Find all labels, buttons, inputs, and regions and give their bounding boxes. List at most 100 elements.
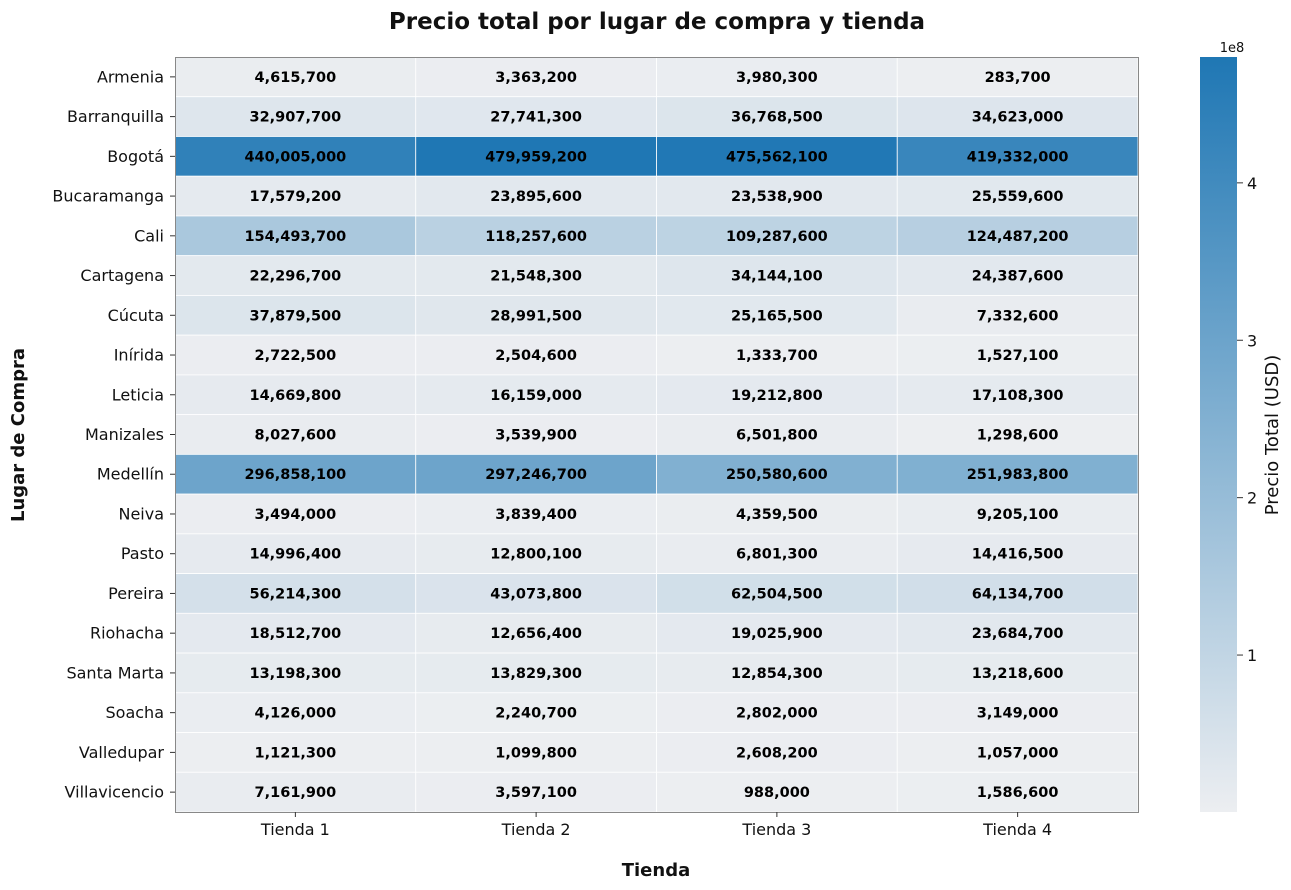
colorbar-ticks: 1 2 3 4	[1237, 174, 1257, 665]
heatmap-cell	[415, 136, 657, 177]
y-tick-label: Pereira	[108, 584, 164, 603]
cell-value-label: 109,287,600	[726, 229, 828, 245]
heatmap-cell	[415, 692, 657, 733]
cell-value-label: 3,363,200	[495, 70, 577, 86]
heatmap-cell	[896, 732, 1139, 773]
y-tick-label: Santa Marta	[66, 663, 164, 682]
cell-value-label: 4,126,000	[255, 706, 337, 722]
heatmap-cell	[415, 453, 657, 495]
heatmap-cell	[896, 414, 1139, 455]
cell-value-label: 1,333,700	[736, 348, 818, 364]
cell-value-label: 62,504,500	[731, 586, 823, 602]
cell-value-label: 23,684,700	[972, 626, 1064, 642]
cell-value-label: 34,144,100	[731, 269, 823, 285]
cell-value-label: 475,562,100	[726, 149, 828, 165]
cell-value-label: 17,108,300	[972, 388, 1064, 404]
cell-value-label: 14,669,800	[250, 388, 342, 404]
cell-value-label: 13,218,600	[972, 666, 1064, 682]
y-tick-label: Soacha	[106, 703, 165, 722]
cell-value-label: 56,214,300	[250, 586, 342, 602]
heatmap-cell	[896, 136, 1139, 177]
cell-value-label: 12,854,300	[731, 666, 823, 682]
y-tick-label: Bucaramanga	[52, 187, 164, 206]
heatmap-cell	[656, 692, 898, 733]
cell-value-label: 18,512,700	[250, 626, 342, 642]
heatmap-cell	[896, 692, 1139, 733]
heatmap-cell-labels: 4,615,700 3,363,200 3,980,300 283,700 32,907…	[244, 70, 1068, 801]
cell-value-label: 37,879,500	[250, 308, 342, 324]
heatmap-cell	[174, 334, 417, 376]
heatmap-cell	[896, 493, 1139, 535]
y-tick-label: Cartagena	[80, 266, 164, 285]
cell-value-label: 3,149,000	[977, 706, 1059, 722]
cell-value-label: 7,332,600	[977, 308, 1059, 324]
y-axis-ticks: Armenia Barranquilla Bogotá Bucaramanga Cali…	[52, 67, 175, 802]
cell-value-label: 2,802,000	[736, 706, 818, 722]
y-tick-label: Valledupar	[79, 743, 165, 762]
y-tick-label: Barranquilla	[67, 107, 164, 126]
cell-value-label: 1,527,100	[977, 348, 1059, 364]
cell-value-label: 251,983,800	[967, 467, 1069, 483]
cell-value-label: 22,296,700	[250, 269, 342, 285]
colorbar-tick-label: 2	[1247, 489, 1257, 508]
y-tick-label: Leticia	[112, 385, 164, 404]
y-tick-label: Medellín	[97, 465, 164, 484]
colorbar	[1200, 57, 1237, 812]
cell-value-label: 4,615,700	[255, 70, 337, 86]
heatmap-cell	[415, 732, 657, 773]
cell-value-label: 12,656,400	[490, 626, 582, 642]
cell-value-label: 3,597,100	[495, 785, 577, 801]
y-tick-label: Manizales	[85, 425, 164, 444]
heatmap-cell	[656, 771, 898, 813]
heatmap-cell	[415, 96, 657, 137]
cell-value-label: 28,991,500	[490, 308, 582, 324]
cell-value-label: 19,212,800	[731, 388, 823, 404]
heatmap-cell	[415, 56, 657, 98]
cell-value-label: 2,608,200	[736, 745, 818, 761]
cell-value-label: 297,246,700	[485, 467, 587, 483]
heatmap-cell	[896, 215, 1139, 257]
plot-frame	[175, 57, 1139, 813]
heatmap-cell	[656, 453, 898, 495]
colorbar-exponent-label: 1e8	[1220, 41, 1245, 56]
heatmap-cell	[896, 771, 1139, 813]
heatmap-cell	[896, 295, 1139, 336]
cell-value-label: 1,298,600	[977, 428, 1059, 444]
heatmap-cell	[896, 374, 1139, 416]
heatmap-cell	[174, 493, 417, 535]
heatmap-cell	[174, 533, 417, 574]
heatmap-cell	[656, 215, 898, 257]
x-tick-label: Tienda 3	[741, 820, 811, 839]
y-tick-label: Cúcuta	[108, 306, 164, 325]
cell-value-label: 43,073,800	[490, 586, 582, 602]
cell-value-label: 13,198,300	[250, 666, 342, 682]
y-tick-label: Armenia	[97, 67, 164, 86]
cell-value-label: 3,980,300	[736, 70, 818, 86]
cell-value-label: 36,768,500	[731, 110, 823, 126]
y-tick-label: Cali	[134, 226, 164, 245]
heatmap-cell	[174, 771, 417, 813]
cell-value-label: 988,000	[744, 785, 810, 801]
colorbar-tick-label: 4	[1247, 174, 1257, 193]
cell-value-label: 9,205,100	[977, 507, 1059, 523]
cell-value-label: 25,559,600	[972, 189, 1064, 205]
heatmap-cell	[656, 493, 898, 535]
heatmap-cell	[656, 255, 898, 296]
heatmap-cell	[415, 255, 657, 296]
cell-value-label: 479,959,200	[485, 149, 587, 165]
cell-value-label: 13,829,300	[490, 666, 582, 682]
heatmap-cell	[415, 533, 657, 574]
colorbar-tick-label: 3	[1247, 331, 1257, 350]
cell-value-label: 296,858,100	[244, 467, 346, 483]
cell-value-label: 24,387,600	[972, 269, 1064, 285]
cell-value-label: 25,165,500	[731, 308, 823, 324]
cell-value-label: 17,579,200	[250, 189, 342, 205]
y-axis-title: Lugar de Compra	[8, 348, 29, 522]
cell-value-label: 2,240,700	[495, 706, 577, 722]
heatmap-cell	[896, 175, 1139, 217]
heatmap-cell	[656, 533, 898, 574]
cell-value-label: 2,722,500	[255, 348, 337, 364]
x-tick-label: Tienda 4	[982, 820, 1052, 839]
cell-value-label: 14,416,500	[972, 547, 1064, 563]
